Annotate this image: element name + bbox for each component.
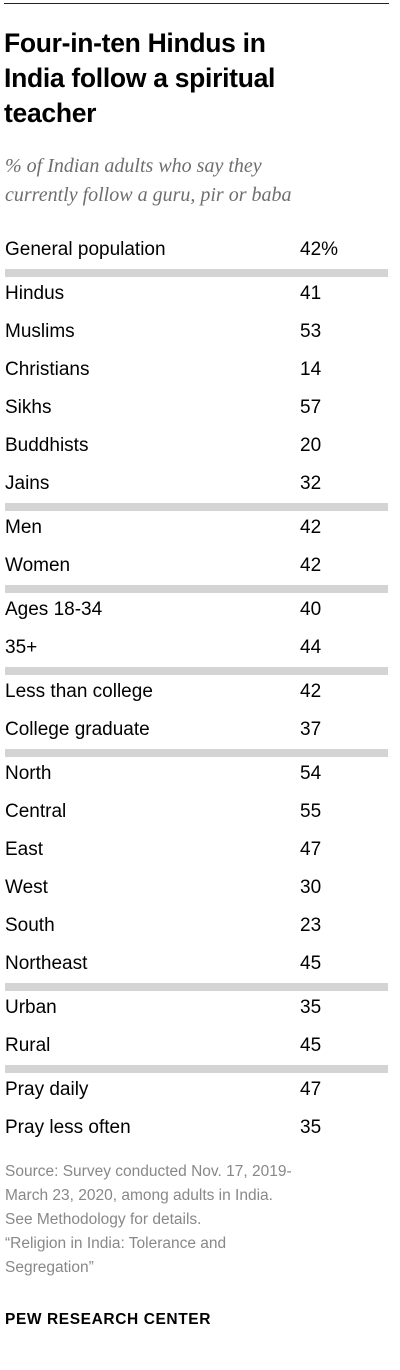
source-line: Source: Survey conducted Nov. 17, 2019- — [5, 1163, 292, 1180]
source-line: March 23, 2020, among adults in India. — [5, 1187, 273, 1204]
row-label: General population — [5, 239, 166, 260]
row-value: 14 — [300, 359, 322, 380]
row-label: Less than college — [5, 681, 153, 702]
row-label: Women — [5, 555, 71, 576]
row-value: 32 — [300, 473, 322, 494]
row-label: Central — [5, 801, 67, 822]
row-label: Pray less often — [5, 1117, 131, 1138]
row-value: 42% — [300, 239, 339, 260]
source-line: See Methodology for details. — [5, 1211, 202, 1228]
top-rule — [4, 3, 389, 4]
row-value: 20 — [300, 435, 322, 456]
row-label: North — [5, 763, 52, 784]
chart-title: Four-in-ten Hindus in India follow a spi… — [4, 26, 389, 131]
row-label: Jains — [5, 473, 50, 494]
group-separator — [5, 503, 388, 511]
row-value: 42 — [300, 555, 322, 576]
row-value: 47 — [300, 839, 322, 860]
row-label: 35+ — [5, 637, 38, 658]
row-label: Christians — [5, 359, 90, 380]
chart-subtitle-line: % of Indian adults who say they — [5, 155, 262, 177]
group-separator — [5, 585, 388, 593]
row-value: 47 — [300, 1079, 322, 1100]
row-value: 42 — [300, 681, 322, 702]
row-value: 57 — [300, 397, 322, 418]
row-label: Ages 18-34 — [5, 599, 103, 620]
row-label: East — [5, 839, 44, 860]
chart-subtitle-line: currently follow a guru, pir or baba — [5, 184, 292, 206]
source-note: Source: Survey conducted Nov. 17, 2019- … — [5, 1160, 390, 1280]
row-value: 53 — [300, 321, 322, 342]
group-separator — [5, 749, 388, 757]
row-value: 41 — [300, 283, 322, 304]
group-separator — [5, 983, 388, 991]
chart-subtitle: % of Indian adults who say they currentl… — [5, 152, 390, 210]
row-value: 35 — [300, 997, 322, 1018]
row-value: 30 — [300, 877, 322, 898]
row-label: Rural — [5, 1035, 51, 1056]
group-separator — [5, 269, 388, 277]
source-line: Segregation” — [5, 1259, 94, 1276]
row-value: 40 — [300, 599, 322, 620]
row-label: Northeast — [5, 953, 88, 974]
row-value: 45 — [300, 953, 322, 974]
row-label: Urban — [5, 997, 57, 1018]
row-label: Men — [5, 517, 42, 538]
row-value: 35 — [300, 1117, 322, 1138]
row-value: 37 — [300, 719, 322, 740]
row-label: Muslims — [5, 321, 75, 342]
row-label: South — [5, 915, 55, 936]
row-value: 42 — [300, 517, 322, 538]
row-label: Hindus — [5, 283, 65, 304]
group-separator — [5, 1065, 388, 1073]
chart-title-line: Four-in-ten Hindus in — [4, 28, 266, 58]
row-label: West — [5, 877, 48, 898]
chart-title-line: India follow a spiritual — [4, 63, 276, 93]
source-line: “Religion in India: Tolerance and — [5, 1235, 227, 1252]
row-value: 55 — [300, 801, 322, 822]
row-value: 54 — [300, 763, 322, 784]
brand-logo-text: PEW RESEARCH CENTER — [5, 1311, 212, 1328]
row-label: Sikhs — [5, 397, 52, 418]
row-value: 23 — [300, 915, 322, 936]
row-label: College graduate — [5, 719, 150, 740]
chart-title-line: teacher — [4, 98, 97, 128]
group-separator — [5, 667, 388, 675]
row-label: Buddhists — [5, 435, 89, 456]
row-value: 45 — [300, 1035, 322, 1056]
row-value: 44 — [300, 637, 322, 658]
row-label: Pray daily — [5, 1079, 89, 1100]
